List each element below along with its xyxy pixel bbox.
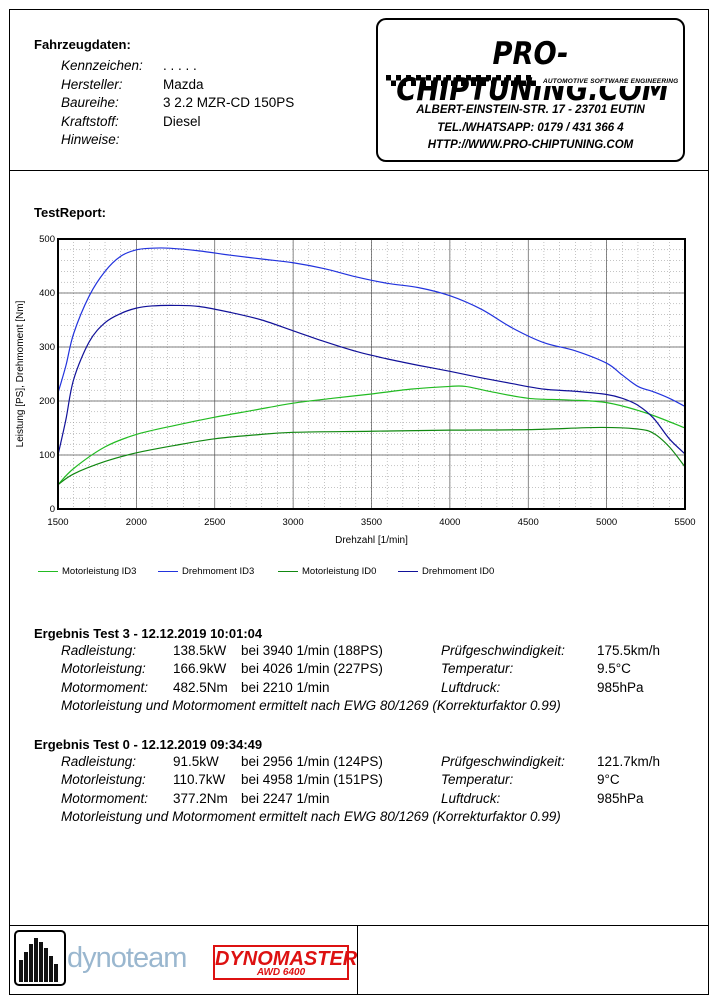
result-label: Radleistung: xyxy=(61,754,137,769)
dynoteam-logo-icon xyxy=(14,930,66,986)
result-label-2: Luftdruck: xyxy=(441,791,501,806)
result-value: 110.7kW xyxy=(173,772,226,787)
logo-url: HTTP://WWW.PRO-CHIPTUNING.COM xyxy=(427,139,634,151)
chart-x-axis-label: Drehzahl [1/min] xyxy=(335,535,408,546)
result-title-test0: Ergebnis Test 0 - 12.12.2019 09:34:49 xyxy=(34,737,263,752)
result-note: Motorleistung und Motormoment ermittelt … xyxy=(61,809,561,824)
series-line-3 xyxy=(57,304,686,456)
legend-swatch xyxy=(38,570,58,572)
legend-item-drehmoment-id3: Drehmoment ID3 xyxy=(158,566,254,577)
y-tick-label: 400 xyxy=(39,288,55,299)
y-tick-label: 300 xyxy=(39,342,55,353)
result-value: 377.2Nm xyxy=(173,791,228,806)
chart-plot-frame xyxy=(57,238,686,510)
y-tick-label: 500 xyxy=(39,234,55,245)
result-value: 166.9kW xyxy=(173,661,227,676)
result-detail: bei 2210 1/min xyxy=(241,680,330,695)
vehicle-label-manufacturer: Hersteller: xyxy=(61,77,123,92)
result-label-2: Temperatur: xyxy=(441,661,514,676)
x-tick-label: 4500 xyxy=(518,517,539,528)
x-tick-label: 3500 xyxy=(361,517,382,528)
x-tick-label: 2000 xyxy=(126,517,147,528)
dyno-chart: 1500 2000 2500 3000 3500 4000 4500 5000 5500 0 10… xyxy=(15,234,696,546)
result-detail: bei 4026 1/min (227PS) xyxy=(241,661,383,676)
dynomaster-logo: DYNOMASTER AWD 6400 xyxy=(213,945,358,980)
vehicle-label-notes: Hinweise: xyxy=(61,132,120,147)
result-label: Motormoment: xyxy=(61,680,149,695)
logo-tagline: AUTOMOTIVE SOFTWARE ENGINEERING xyxy=(543,78,679,85)
y-tick-label: 0 xyxy=(50,504,55,515)
vehicle-value-series: 3 2.2 MZR-CD 150PS xyxy=(163,95,295,110)
test-report-title: TestReport: xyxy=(34,205,106,220)
result-label-2: Prüfgeschwindigkeit: xyxy=(441,754,565,769)
result-value-2: 121.7km/h xyxy=(597,754,661,769)
footer-divider xyxy=(9,925,709,926)
x-tick-label: 1500 xyxy=(47,517,68,528)
series-line-2 xyxy=(57,426,686,486)
result-value: 482.5Nm xyxy=(173,680,228,695)
result-label: Motorleistung: xyxy=(61,661,146,676)
pro-chiptuning-logo: PRO-CHIPTUNING.COM AUTOMOTIVE SOFTWARE E… xyxy=(376,18,685,162)
x-tick-label: 3000 xyxy=(283,517,304,528)
vehicle-data-title: Fahrzeugdaten: xyxy=(34,37,131,52)
y-tick-label: 200 xyxy=(39,396,55,407)
result-label: Radleistung: xyxy=(61,643,137,658)
result-label: Motorleistung: xyxy=(61,772,146,787)
legend-label: Motorleistung ID0 xyxy=(302,566,377,577)
dynomaster-logo-text: DYNOMASTER xyxy=(215,948,358,970)
vehicle-label-fuel: Kraftstoff: xyxy=(61,114,119,129)
legend-item-motorleistung-id3: Motorleistung ID3 xyxy=(38,566,136,577)
legend-label: Drehmoment ID0 xyxy=(422,566,495,577)
logo-checkered-bar xyxy=(386,75,676,86)
dynoteam-logo-text: dynoteam xyxy=(67,942,187,974)
result-value-2: 175.5km/h xyxy=(597,643,661,658)
x-tick-label: 5000 xyxy=(596,517,617,528)
result-detail: bei 4958 1/min (151PS) xyxy=(241,772,383,787)
series-line-1 xyxy=(57,247,686,407)
result-title-test3: Ergebnis Test 3 - 12.12.2019 10:01:04 xyxy=(34,626,263,641)
legend-item-drehmoment-id0: Drehmoment ID0 xyxy=(398,566,494,577)
legend-label: Drehmoment ID3 xyxy=(182,566,255,577)
logo-phone: TEL./WHATSAPP: 0179 / 431 366 4 xyxy=(437,122,624,134)
vehicle-value-plate: . . . . . xyxy=(163,58,197,73)
series-line-0 xyxy=(57,385,686,486)
result-label-2: Temperatur: xyxy=(441,772,514,787)
chart-x-ticks: 1500 2000 2500 3000 3500 4000 4500 5000 5500 xyxy=(47,517,695,528)
result-note: Motorleistung und Motormoment ermittelt … xyxy=(61,698,561,713)
x-tick-label: 5500 xyxy=(674,517,695,528)
result-value-2: 9°C xyxy=(597,772,620,787)
header-divider xyxy=(9,170,709,171)
vehicle-value-manufacturer: Mazda xyxy=(163,77,204,92)
result-label-2: Luftdruck: xyxy=(441,680,501,695)
vehicle-label-plate: Kennzeichen: xyxy=(61,58,143,73)
legend-swatch xyxy=(158,570,178,572)
result-label-2: Prüfgeschwindigkeit: xyxy=(441,643,565,658)
chart-y-axis-label: Leistung [PS], Drehmoment [Nm] xyxy=(15,300,26,447)
result-detail: bei 3940 1/min (188PS) xyxy=(241,643,383,658)
page-frame xyxy=(9,9,709,995)
legend-item-motorleistung-id0: Motorleistung ID0 xyxy=(278,566,376,577)
x-tick-label: 2500 xyxy=(204,517,225,528)
chart-y-ticks: 0 100 200 300 400 500 xyxy=(39,234,55,515)
chart-series-layer xyxy=(57,247,686,486)
legend-label: Motorleistung ID3 xyxy=(62,566,137,577)
x-tick-label: 4000 xyxy=(439,517,460,528)
dynomaster-logo-subtext: AWD 6400 xyxy=(256,967,306,978)
y-tick-label: 100 xyxy=(39,450,55,461)
result-value-2: 985hPa xyxy=(597,680,644,695)
result-detail: bei 2956 1/min (124PS) xyxy=(241,754,383,769)
result-value: 91.5kW xyxy=(173,754,219,769)
result-value-2: 985hPa xyxy=(597,791,644,806)
logo-brand-name: PRO-CHIPTUNING.COM xyxy=(396,36,669,108)
result-value-2: 9.5°C xyxy=(597,661,631,676)
legend-swatch xyxy=(278,570,298,572)
result-label: Motormoment: xyxy=(61,791,149,806)
result-detail: bei 2247 1/min xyxy=(241,791,330,806)
vehicle-label-series: Baureihe: xyxy=(61,95,119,110)
legend-swatch xyxy=(398,570,418,572)
result-value: 138.5kW xyxy=(173,643,227,658)
vehicle-value-fuel: Diesel xyxy=(163,114,201,129)
footer-vertical-divider xyxy=(357,925,358,995)
logo-address: ALBERT-EINSTEIN-STR. 17 - 23701 EUTIN xyxy=(416,104,645,116)
